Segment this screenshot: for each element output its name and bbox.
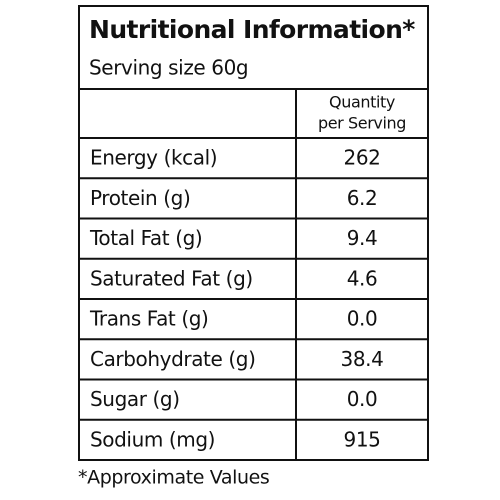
column-header: per Serving bbox=[318, 114, 406, 133]
nutrient-name: Trans Fat (g) bbox=[89, 307, 208, 331]
nutrient-value: 38.4 bbox=[341, 347, 384, 371]
nutrient-value: 9.4 bbox=[347, 226, 378, 250]
nutrient-value: 4.6 bbox=[347, 266, 378, 290]
nutrient-name: Total Fat (g) bbox=[89, 226, 202, 250]
footnote: *Approximate Values bbox=[78, 467, 269, 489]
nutrient-name: Protein (g) bbox=[90, 186, 190, 210]
nutrient-name: Saturated Fat (g) bbox=[90, 266, 253, 290]
serving-size: Serving size 60g bbox=[89, 56, 248, 80]
nutrient-name: Sugar (g) bbox=[90, 387, 180, 411]
nutrient-name: Energy (kcal) bbox=[90, 146, 217, 170]
nutrient-value: 0.0 bbox=[347, 307, 378, 331]
nutrient-value: 0.0 bbox=[347, 387, 378, 411]
nutrient-name: Carbohydrate (g) bbox=[90, 347, 255, 371]
label-border bbox=[78, 5, 429, 461]
label-title: Nutritional Information* bbox=[89, 15, 415, 44]
nutrient-name: Sodium (mg) bbox=[90, 427, 215, 451]
nutrient-value: 915 bbox=[344, 427, 381, 451]
nutrient-value: 262 bbox=[344, 146, 381, 170]
column-header: Quantity bbox=[329, 93, 395, 112]
nutrient-value: 6.2 bbox=[347, 186, 378, 210]
